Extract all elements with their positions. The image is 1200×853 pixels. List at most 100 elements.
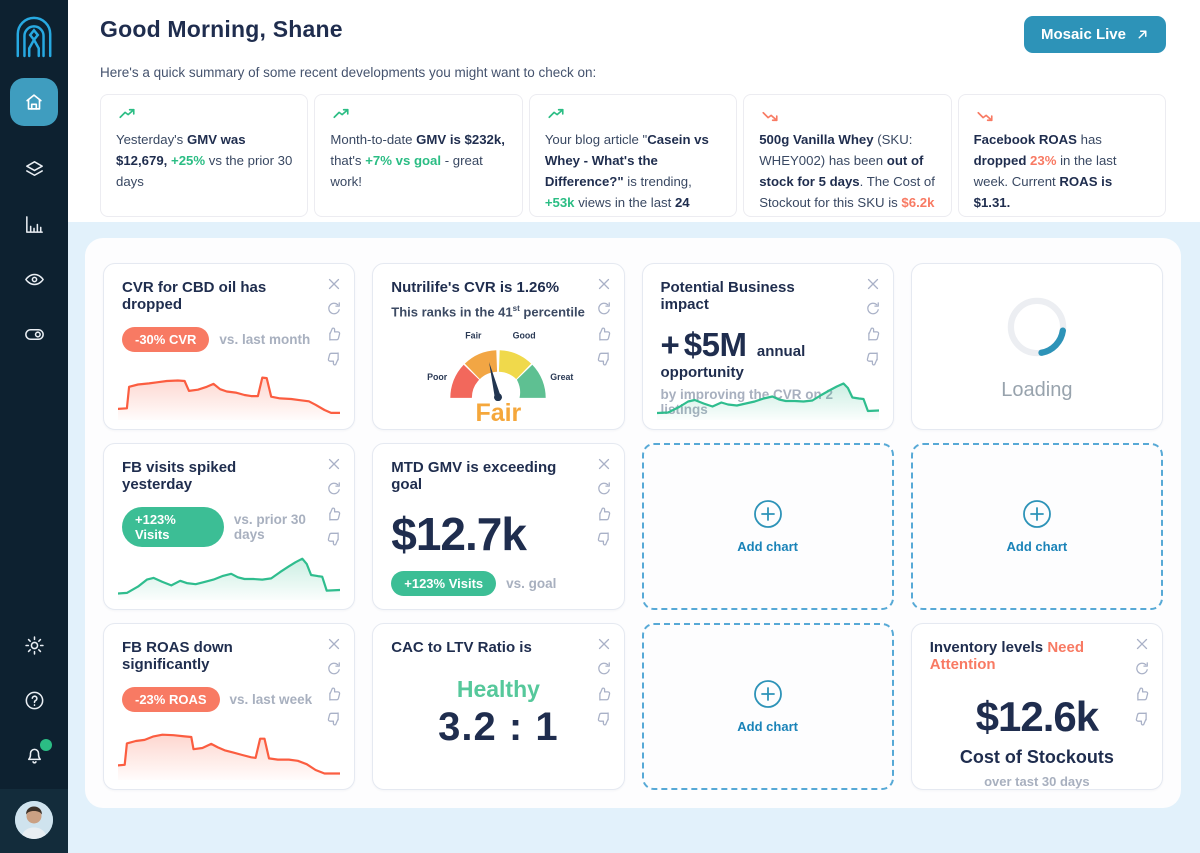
- impact-plus: +: [660, 326, 680, 363]
- card-fb-visits: FB visits spiked yesterday +123% Visits …: [103, 443, 356, 610]
- gauge-label-great: Great: [551, 373, 574, 383]
- cards-grid: CVR for CBD oil has dropped -30% CVR vs.…: [103, 263, 1163, 790]
- sidebar-item-home[interactable]: [10, 78, 58, 126]
- add-plus-icon: [753, 680, 782, 708]
- thumbs-down-icon[interactable]: [1133, 710, 1151, 728]
- sparkline-svg: [116, 733, 342, 780]
- compare-label: vs. last month: [219, 332, 311, 347]
- sidebar-item-help[interactable]: [22, 688, 46, 712]
- refresh-icon[interactable]: [595, 660, 613, 678]
- card-title: MTD GMV is exceeding goal: [391, 459, 557, 493]
- stockout-cost-value: $12.6k: [975, 693, 1099, 740]
- card-title: FB visits spiked yesterday: [122, 459, 237, 493]
- cac-status: Healthy: [456, 676, 540, 702]
- thumbs-up-icon[interactable]: [595, 505, 613, 523]
- refresh-icon[interactable]: [1133, 660, 1151, 678]
- thumbs-down-icon[interactable]: [325, 530, 343, 548]
- trend-down-icon: [974, 111, 996, 128]
- card-actions: [325, 635, 343, 728]
- summary-text: Facebook ROAS has dropped 23% in the las…: [973, 132, 1117, 211]
- bar-chart-icon: [25, 215, 43, 233]
- close-icon[interactable]: [595, 275, 613, 293]
- add-chart-label: Add chart: [737, 539, 798, 554]
- summary-text: Yesterday's GMV was $12,679, +25% vs the…: [116, 132, 293, 190]
- thumbs-up-icon[interactable]: [325, 685, 343, 703]
- notification-dot: [40, 739, 52, 751]
- refresh-icon[interactable]: [595, 300, 613, 318]
- refresh-icon[interactable]: [325, 480, 343, 498]
- card-fb-roas: FB ROAS down significantly -23% ROAS vs.…: [103, 623, 356, 790]
- summary-row: Yesterday's GMV was $12,679, +25% vs the…: [100, 94, 1167, 217]
- thumbs-up-icon[interactable]: [595, 325, 613, 343]
- trend-up-icon: [330, 108, 352, 128]
- add-chart-label: Add chart: [1006, 539, 1068, 554]
- summary-card-blog-trending[interactable]: Your blog article "Casein vs Whey - What…: [528, 94, 738, 217]
- card-title: Potential Business impact: [660, 279, 795, 313]
- sidebar-item-notifications[interactable]: [22, 739, 52, 767]
- add-chart-card[interactable]: Add chart: [641, 623, 894, 790]
- close-icon[interactable]: [1133, 635, 1151, 653]
- mosaic-logo-icon: [13, 14, 55, 58]
- trend-up-icon: [116, 108, 138, 128]
- area-chart: [655, 364, 880, 420]
- add-chart-label: Add chart: [737, 719, 798, 734]
- layers-icon: [25, 160, 43, 176]
- loading-spinner: [1007, 297, 1067, 357]
- sidebar-item-settings[interactable]: [22, 633, 46, 657]
- refresh-icon[interactable]: [864, 300, 882, 318]
- sidebar-item-layers[interactable]: [22, 157, 46, 181]
- thumbs-down-icon[interactable]: [595, 710, 613, 728]
- thumbs-down-icon[interactable]: [595, 350, 613, 368]
- area-chart: [116, 536, 342, 600]
- user-avatar[interactable]: [15, 801, 53, 839]
- summary-card-gmv-mtd[interactable]: Month-to-date GMV is $232k, that's +7% v…: [314, 94, 523, 217]
- close-icon[interactable]: [864, 275, 882, 293]
- gear-icon: [24, 635, 44, 655]
- close-icon[interactable]: [325, 635, 343, 653]
- mtd-gmv-value: $12.7k: [391, 508, 527, 560]
- mosaic-live-button[interactable]: Mosaic Live: [1023, 16, 1166, 53]
- cards-panel: CVR for CBD oil has dropped -30% CVR vs.…: [85, 238, 1181, 808]
- thumbs-up-icon[interactable]: [595, 685, 613, 703]
- compare-label: vs. last week: [229, 692, 313, 707]
- compare-label: vs. goal: [506, 576, 557, 591]
- close-icon[interactable]: [325, 275, 343, 293]
- thumbs-down-icon[interactable]: [864, 350, 882, 368]
- summary-card-stockout[interactable]: 500g Vanilla Whey (SKU: WHEY002) has bee…: [743, 94, 952, 217]
- card-actions: [864, 275, 882, 368]
- toggle-icon: [24, 328, 44, 340]
- add-chart-card[interactable]: Add chart: [641, 443, 894, 610]
- sidebar-item-analytics[interactable]: [22, 212, 46, 236]
- thumbs-up-icon[interactable]: [864, 325, 882, 343]
- thumbs-up-icon[interactable]: [1133, 685, 1151, 703]
- thumbs-up-icon[interactable]: [325, 325, 343, 343]
- card-loading: Loading: [910, 263, 1163, 430]
- thumbs-down-icon[interactable]: [325, 350, 343, 368]
- sidebar-item-toggle[interactable]: [22, 322, 46, 346]
- card-actions: [595, 275, 613, 368]
- add-chart-card[interactable]: Add chart: [910, 443, 1163, 610]
- thumbs-down-icon[interactable]: [325, 710, 343, 728]
- summary-card-roas-drop[interactable]: Facebook ROAS has dropped 23% in the las…: [957, 94, 1167, 217]
- close-icon[interactable]: [325, 455, 343, 473]
- thumbs-down-icon[interactable]: [595, 530, 613, 548]
- eye-icon: [24, 273, 44, 285]
- card-actions: [595, 635, 613, 728]
- refresh-icon[interactable]: [325, 660, 343, 678]
- close-icon[interactable]: [595, 635, 613, 653]
- close-icon[interactable]: [595, 455, 613, 473]
- stockout-period-label: over tast 30 days: [984, 774, 1090, 789]
- sidebar-item-watch[interactable]: [22, 267, 46, 291]
- refresh-icon[interactable]: [595, 480, 613, 498]
- refresh-icon[interactable]: [325, 300, 343, 318]
- summary-card-gmv-yesterday[interactable]: Yesterday's GMV was $12,679, +25% vs the…: [100, 94, 309, 217]
- gauge-label-good: Good: [513, 331, 536, 341]
- impact-amount: $5M: [683, 326, 747, 363]
- card-title: Inventory levels Need Attention: [929, 639, 1084, 673]
- gauge-chart: Poor Fair Good Great: [427, 331, 574, 402]
- card-title: CAC to LTV Ratio is: [391, 639, 532, 656]
- summary-text: Your blog article "Casein vs Whey - What…: [544, 132, 709, 211]
- thumbs-up-icon[interactable]: [325, 505, 343, 523]
- card-title: FB ROAS down significantly: [122, 639, 233, 673]
